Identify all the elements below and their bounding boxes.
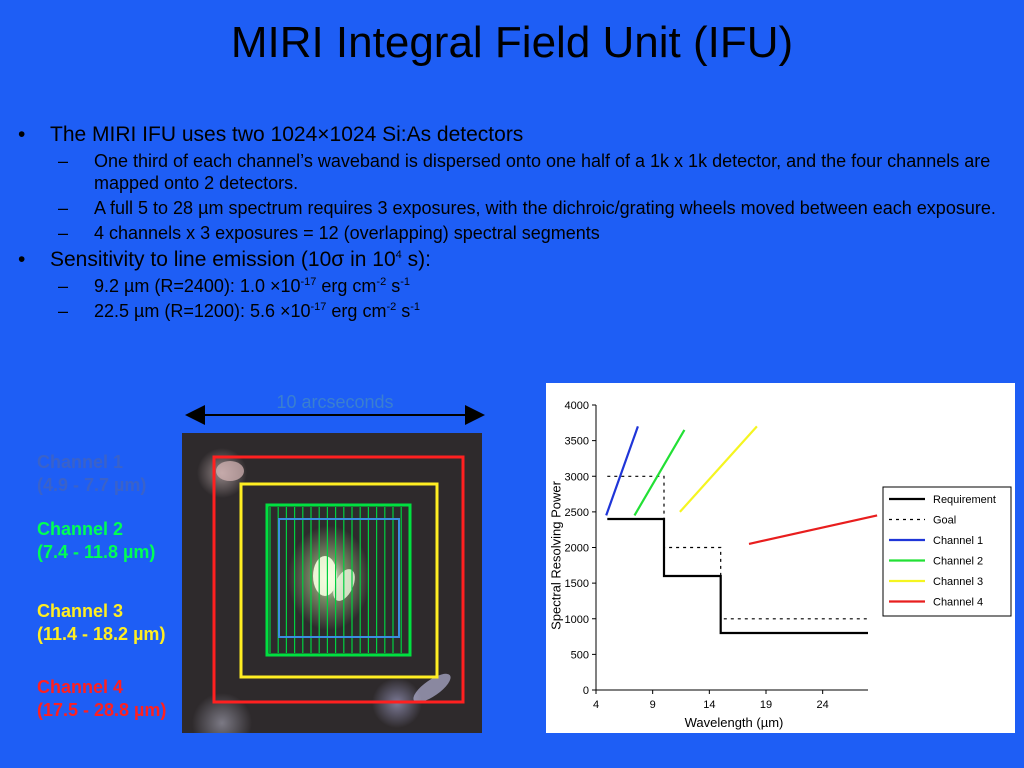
resolving-power-chart: 0 500 1000 1500 2000 2500 3000 3500 4000 4 9 14 19 24…	[546, 383, 1015, 733]
channel-3-footprint	[239, 482, 439, 679]
sub-bullet-mark: –	[58, 198, 69, 218]
exponent: -2	[376, 276, 387, 288]
sub-bullet-text: A full 5 to 28 µm spectrum requires 3 ex…	[94, 198, 996, 218]
sub-bullet-sens-9um: – 9.2 µm (R=2400): 1.0 ×10-17 erg cm-2 s…	[18, 275, 1008, 297]
series-line-channel-4	[748, 514, 878, 545]
sub-bullet-text: One third of each channel’s waveband is …	[94, 151, 991, 193]
y-axis-label: Spectral Resolving Power	[549, 480, 564, 630]
bullet-detectors: • The MIRI IFU uses two 1024×1024 Si:As …	[18, 122, 1008, 148]
bullet-sensitivity: • Sensitivity to line emission (10σ in 1…	[18, 247, 1008, 273]
series-line-channel-3	[679, 425, 758, 513]
sub-bullet-waveband: – One third of each channel’s waveband i…	[18, 150, 1008, 194]
channel-name: Channel 2	[37, 519, 124, 539]
sub-bullet-mark: –	[58, 301, 69, 321]
bullet-mark: •	[18, 123, 26, 146]
sens-text-mid: erg cm	[326, 301, 387, 321]
exponent: -2	[386, 301, 397, 313]
channel-3-label: Channel 3 (11.4 - 18.2 µm)	[37, 600, 165, 646]
sens-text-mid2: s	[386, 276, 401, 296]
legend-entry: Channel 2	[933, 556, 983, 568]
channel-1-footprint	[278, 518, 400, 638]
sens-text-pre: 22.5 µm (R=1200): 5.6 ×10	[94, 301, 311, 321]
legend-entry: Channel 1	[933, 535, 983, 547]
y-tick-label: 1000	[565, 614, 589, 626]
bullet-mark: •	[18, 248, 26, 271]
channel-2-footprint	[265, 503, 412, 657]
sens-text-mid2: s	[396, 301, 411, 321]
channel-footprints	[212, 455, 465, 704]
channel-range: (7.4 - 11.8 µm)	[37, 542, 156, 562]
y-tick-label: 500	[571, 649, 589, 661]
y-tick-label: 3500	[565, 436, 589, 448]
sub-bullet-mark: –	[58, 276, 69, 296]
sub-bullet-text: 4 channels x 3 exposures = 12 (overlappi…	[94, 223, 600, 243]
x-tick-label: 9	[650, 699, 656, 711]
legend-entry: Goal	[933, 515, 956, 527]
channel-4-label: Channel 4 (17.5 - 28.8 µm)	[37, 676, 166, 722]
y-tick-label: 1500	[565, 578, 589, 590]
galaxy	[413, 673, 451, 703]
sub-bullet-segments: – 4 channels x 3 exposures = 12 (overlap…	[18, 222, 1008, 244]
x-tick-label: 24	[817, 699, 829, 711]
exponent: 4	[395, 249, 402, 261]
bullet-text-post: s):	[401, 248, 431, 271]
legend-entry: Requirement	[933, 494, 996, 506]
channel-1-label: Channel 1 (4.9 - 7.7 µm)	[37, 451, 146, 497]
bullet-text: The MIRI IFU uses two 1024×1024 Si:As de…	[50, 123, 524, 146]
sub-bullet-mark: –	[58, 223, 69, 243]
series-line-channel-1	[605, 426, 639, 516]
sens-text-pre: 9.2 µm (R=2400): 1.0 ×10	[94, 276, 301, 296]
y-tick-label: 2000	[565, 543, 589, 555]
legend	[882, 486, 1012, 617]
galaxy	[216, 461, 244, 481]
bullet-text-pre: Sensitivity to line emission (10σ in 10	[50, 248, 396, 271]
channel-name: Channel 1	[37, 452, 124, 472]
y-tick-label: 0	[583, 685, 589, 697]
series-line-requirement	[607, 517, 868, 635]
series-line-channel-2	[633, 429, 686, 516]
exponent: -1	[410, 301, 421, 313]
scale-arrow	[185, 405, 485, 425]
channel-name: Channel 3	[37, 601, 124, 621]
x-axis-label: Wavelength (µm)	[685, 715, 784, 730]
y-tick-label: 2500	[565, 507, 589, 519]
channel-2-label: Channel 2 (7.4 - 11.8 µm)	[37, 518, 155, 564]
channel-range: (17.5 - 28.8 µm)	[37, 700, 167, 720]
channel-range: (4.9 - 7.7 µm)	[37, 475, 147, 495]
slide-title: MIRI Integral Field Unit (IFU)	[230, 18, 794, 67]
y-tick-label: 4000	[565, 400, 589, 412]
series-line-goal	[607, 475, 868, 620]
sky-image	[182, 433, 482, 733]
x-tick-label: 4	[593, 699, 599, 711]
bullet-list: • The MIRI IFU uses two 1024×1024 Si:As …	[18, 122, 1008, 325]
channel-range: (11.4 - 18.2 µm)	[37, 624, 166, 644]
x-tick-label: 19	[760, 699, 772, 711]
legend-entry: Channel 4	[933, 597, 983, 609]
exponent: -17	[300, 276, 317, 288]
channel-name: Channel 4	[37, 677, 124, 697]
sub-bullet-sens-22um: – 22.5 µm (R=1200): 5.6 ×10-17 erg cm-2 …	[18, 300, 1008, 322]
y-tick-label: 3000	[565, 471, 589, 483]
sub-bullet-exposures: – A full 5 to 28 µm spectrum requires 3 …	[18, 197, 1008, 219]
legend-entry: Channel 3	[933, 576, 983, 588]
exponent: -17	[310, 301, 327, 313]
exponent: -1	[400, 276, 410, 288]
x-tick-label: 14	[703, 699, 715, 711]
sens-text-mid: erg cm	[316, 276, 377, 296]
sub-bullet-mark: –	[58, 151, 69, 171]
slice-lines	[269, 507, 402, 653]
channel-4-footprint	[212, 455, 465, 704]
chart-svg: 0 500 1000 1500 2000 2500 3000 3500 4000 4 9 14 19 24…	[549, 400, 1012, 730]
